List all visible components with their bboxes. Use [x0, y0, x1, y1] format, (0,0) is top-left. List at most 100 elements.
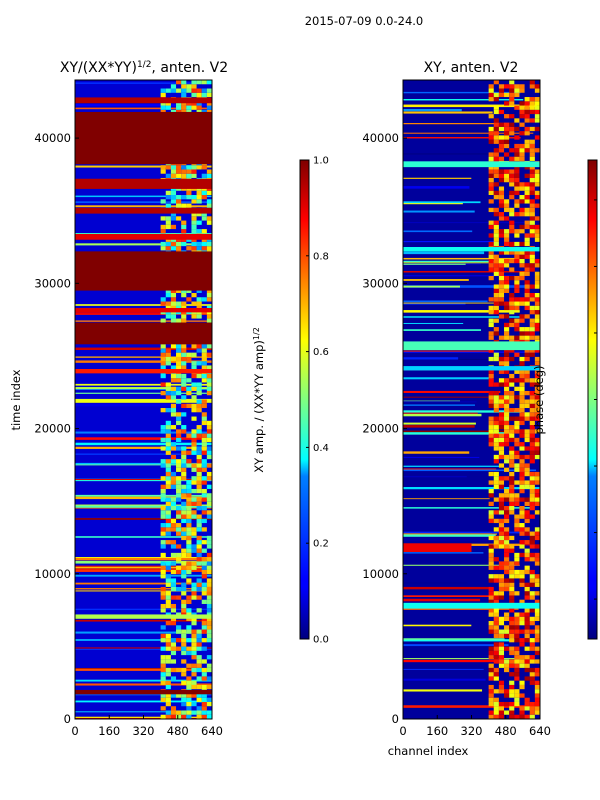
heatmap-band-cell: [524, 403, 530, 409]
heatmap-band-cell: [488, 684, 494, 690]
heatmap-band-cell: [529, 638, 535, 643]
heatmap-band-cell: [191, 169, 197, 174]
heatmap-band-cell: [176, 506, 182, 511]
heatmap-band-cell: [509, 335, 515, 340]
heatmap-band-cell: [176, 301, 182, 306]
heatmap-band-cell: [206, 616, 212, 622]
phase-colorbar-ticks: −150−100−50050100150: [594, 199, 597, 600]
heatmap-band-cell: [191, 467, 197, 472]
heatmap-band-cell: [206, 297, 212, 302]
heatmap-band-cell: [524, 638, 530, 643]
heatmap-band-cell: [534, 544, 540, 549]
y-tick-label: 0: [64, 712, 71, 726]
heatmap-band-cell: [201, 518, 207, 524]
heatmap-band-cell: [165, 480, 171, 485]
heatmap-band-cell: [534, 591, 540, 596]
heatmap-band-cell: [504, 152, 510, 157]
heatmap-band-cell: [201, 165, 207, 170]
heatmap-band-cell: [529, 267, 535, 272]
heatmap-band-cell: [493, 92, 499, 98]
heatmap-band-cell: [529, 216, 535, 221]
heatmap-band-cell: [488, 599, 494, 604]
heatmap-band-cell: [534, 280, 540, 285]
heatmap-band-cell: [160, 437, 166, 443]
heatmap-band-cell: [181, 195, 187, 200]
heatmap-band-cell: [524, 348, 530, 353]
heatmap-row: [75, 574, 212, 577]
heatmap-band-cell: [181, 574, 187, 579]
heatmap-band-cell: [181, 463, 187, 468]
heatmap-row: [403, 410, 522, 413]
heatmap-band-cell: [191, 293, 197, 298]
heatmap-row: [403, 498, 490, 500]
heatmap-band-cell: [504, 258, 510, 264]
heatmap-band-cell: [504, 433, 510, 438]
heatmap-band-cell: [514, 693, 520, 698]
heatmap-band-cell: [181, 454, 187, 460]
heatmap-band-cell: [509, 650, 515, 656]
heatmap-band-cell: [514, 288, 520, 293]
heatmap-band-cell: [529, 676, 535, 681]
heatmap-band-cell: [170, 446, 177, 451]
heatmap-band-cell: [488, 84, 494, 89]
heatmap-band-cell: [165, 356, 171, 362]
heatmap-band-cell: [181, 382, 187, 387]
heatmap-band-cell: [529, 446, 535, 451]
heatmap-band-cell: [181, 395, 187, 400]
heatmap-band-cell: [524, 586, 530, 592]
heatmap-band-cell: [509, 548, 515, 553]
heatmap-band-cell: [498, 382, 505, 387]
heatmap-band-cell: [160, 552, 166, 558]
phase-panel: XY, anten. V2 0 160 320 480 640 010000200003…: [362, 60, 551, 758]
heatmap-band-cell: [534, 318, 540, 323]
heatmap-band-cell: [498, 195, 505, 200]
heatmap-band-cell: [509, 689, 515, 694]
heatmap-band-cell: [165, 190, 171, 196]
heatmap-band-cell: [504, 629, 510, 634]
heatmap-band-cell: [186, 352, 192, 357]
heatmap-band-cell: [509, 476, 515, 481]
heatmap-band-cell: [498, 586, 505, 592]
heatmap-band-cell: [504, 518, 510, 524]
heatmap-band-cell: [514, 591, 520, 596]
heatmap-band-cell: [504, 233, 510, 238]
heatmap-band-cell: [201, 476, 207, 481]
heatmap-band-cell: [176, 531, 182, 536]
heatmap-band-cell: [529, 254, 535, 259]
heatmap-band-cell: [181, 450, 187, 455]
heatmap-band-cell: [524, 569, 530, 575]
heatmap-band-cell: [160, 92, 166, 98]
heatmap-band-cell: [514, 408, 520, 413]
heatmap-band-cell: [509, 301, 515, 306]
heatmap-band-cell: [165, 288, 171, 293]
heatmap-band-cell: [170, 386, 177, 391]
heatmap-row: [403, 401, 477, 403]
heatmap-band-cell: [201, 557, 207, 562]
heatmap-band-cell: [196, 544, 202, 549]
heatmap-band-cell: [509, 310, 515, 315]
heatmap-band-cell: [191, 646, 197, 651]
heatmap-band-cell: [498, 527, 505, 532]
heatmap-band-cell: [206, 629, 212, 634]
heatmap-row: [403, 586, 491, 590]
heatmap-row: [403, 552, 484, 554]
heatmap-band-cell: [509, 621, 515, 626]
heatmap-band-cell: [488, 595, 494, 600]
heatmap-band-cell: [160, 633, 166, 639]
heatmap-band-cell: [206, 595, 212, 600]
heatmap-band-cell: [524, 195, 530, 200]
heatmap-band-cell: [186, 378, 192, 383]
heatmap-band-cell: [524, 105, 530, 110]
heatmap-region: [403, 341, 540, 351]
heatmap-band-cell: [498, 506, 505, 511]
heatmap-band-cell: [519, 122, 525, 127]
heatmap-band-cell: [529, 173, 535, 178]
heatmap-band-cell: [529, 203, 535, 208]
heatmap-row: [403, 432, 513, 435]
heatmap-band-cell: [181, 561, 187, 566]
heatmap-band-cell: [206, 105, 212, 110]
heatmap-band-cell: [176, 433, 182, 438]
heatmap-band-cell: [206, 101, 212, 106]
heatmap-band-cell: [493, 254, 499, 259]
heatmap-band-cell: [509, 88, 515, 93]
